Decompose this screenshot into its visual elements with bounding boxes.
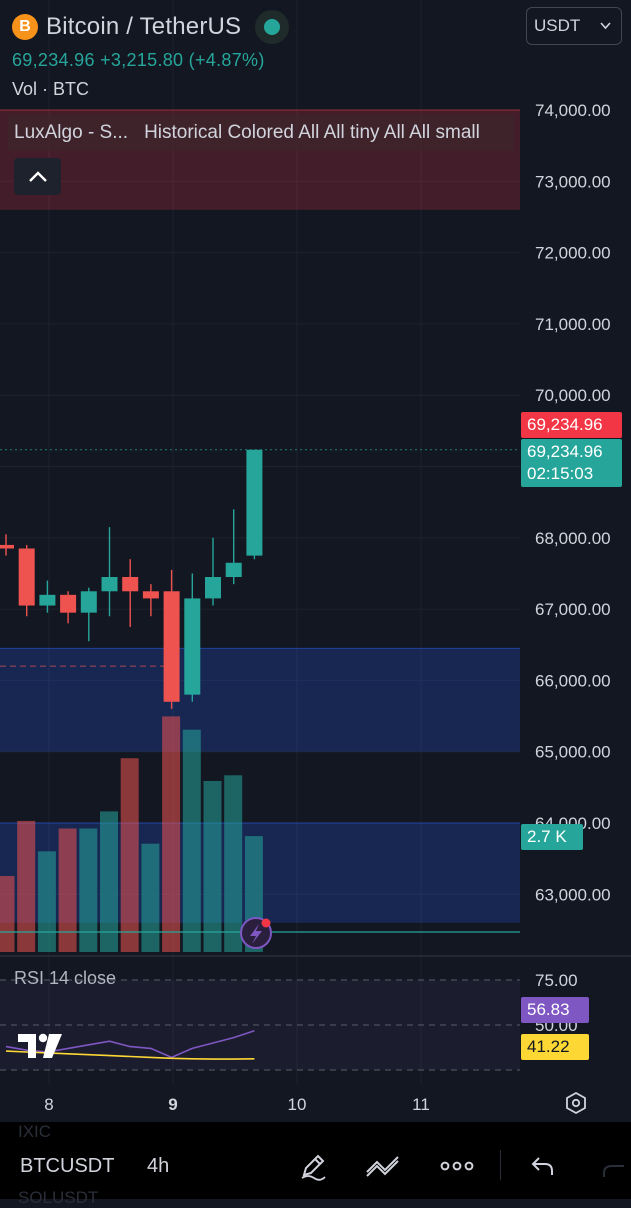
ghost-symbol-bottom: SOLUSDT <box>18 1188 99 1207</box>
ghost-symbol-top: IXIC <box>18 1122 52 1141</box>
live-price-value: 69,234.96 <box>527 442 603 461</box>
price-axis-label: 70,000.00 <box>535 386 611 405</box>
currency-value: USDT <box>534 16 581 35</box>
volume-label[interactable]: Vol · BTC <box>12 79 90 99</box>
price-axis-label: 68,000.00 <box>535 529 611 548</box>
redo-icon <box>597 1150 631 1186</box>
price-axis-label: 66,000.00 <box>535 671 611 690</box>
candle-body <box>142 591 159 599</box>
bitcoin-icon: B <box>12 14 38 40</box>
volume-bar <box>17 820 36 952</box>
last-price: 69,234.96 <box>12 50 95 70</box>
volume-bar <box>162 716 181 952</box>
lightning-icon <box>240 917 272 949</box>
pair-title[interactable]: Bitcoin / TetherUS <box>46 13 242 40</box>
volume-bar <box>0 876 15 952</box>
price-axis-label: 67,000.00 <box>535 600 611 619</box>
price-axis-label: 74,000.00 <box>535 101 611 120</box>
last-close-tag: 69,234.96 <box>521 412 622 438</box>
volume-bar <box>182 729 201 952</box>
volume-tag: 2.7 K <box>521 824 583 850</box>
undo-icon[interactable] <box>525 1148 561 1184</box>
alert-badge <box>261 918 271 928</box>
pencil-icon[interactable] <box>295 1148 331 1184</box>
volume-bar <box>58 828 77 952</box>
more-icon[interactable] <box>439 1148 475 1184</box>
time-axis-label: 11 <box>412 1095 430 1114</box>
bolt <box>250 924 262 944</box>
indicator-name: LuxAlgo - S... <box>14 122 129 143</box>
price-axis-label: 71,000.00 <box>535 315 611 334</box>
price-axis-label: 65,000.00 <box>535 743 611 762</box>
currency-selector[interactable]: USDT <box>526 7 622 45</box>
volume-bar <box>79 828 98 952</box>
indicator-legend[interactable]: LuxAlgo - S... Historical Colored All Al… <box>8 115 514 151</box>
gear-hole <box>571 1098 581 1108</box>
candle-body <box>0 544 14 549</box>
volume-bar <box>224 775 243 952</box>
symbol-button[interactable]: BTCUSDT <box>20 1155 115 1177</box>
candle-body <box>80 591 97 613</box>
volume-bar <box>120 758 139 952</box>
collapse-legend-button[interactable] <box>14 158 61 195</box>
live-price-tag: 69,234.96 02:15:03 <box>521 439 622 487</box>
time-axis-label: 10 <box>288 1095 307 1114</box>
volume-bar <box>37 851 56 952</box>
volume-bar <box>100 811 118 952</box>
price-change: +3,215.80 (+4.87%) <box>100 50 265 70</box>
price-axis-label: 73,000.00 <box>535 172 611 191</box>
candle-body <box>122 577 139 592</box>
time-axis-label: 9 <box>168 1095 177 1114</box>
toolbar-divider <box>500 1150 501 1180</box>
price-axis-label: 72,000.00 <box>535 244 611 263</box>
volume-bar <box>203 781 222 952</box>
candle-body <box>246 449 263 556</box>
candle-body <box>184 598 201 695</box>
candle-body <box>60 594 77 613</box>
timeframe-button[interactable]: 4h <box>147 1155 170 1177</box>
chart-canvas[interactable]: 74,000.00 73,000.00 72,000.00 71,000.00 70,0… <box>0 0 631 1122</box>
price-axis-label: 63,000.00 <box>535 885 611 904</box>
tradingview-logo <box>16 1030 68 1062</box>
settings-icon[interactable] <box>566 1091 586 1115</box>
candle-body <box>101 577 118 592</box>
symbol-header: B Bitcoin / TetherUS 69,234.96 +3,215.80… <box>12 10 290 100</box>
candle-body <box>205 577 221 599</box>
indicator-params: Historical Colored All All tiny All All … <box>144 122 480 143</box>
price-change-row: 69,234.96 +3,215.80 (+4.87%) <box>12 50 289 71</box>
trend-lines-icon[interactable] <box>365 1148 401 1184</box>
gear-hex <box>566 1091 586 1115</box>
volume-bar <box>141 843 160 952</box>
rsi-ma-tag: 41.22 <box>521 1034 589 1060</box>
countdown-value: 02:15:03 <box>527 464 594 483</box>
chevron-up-icon <box>28 170 47 182</box>
candle-body <box>163 591 180 702</box>
rsi-legend[interactable]: RSI 14 close <box>14 968 117 988</box>
candle-body <box>225 562 242 578</box>
candle-body <box>39 594 56 606</box>
chevron-down-icon <box>600 19 611 33</box>
live-dot-icon <box>255 10 290 44</box>
zone-box <box>0 648 520 752</box>
rsi-axis-label: 75.00 <box>535 971 578 990</box>
rsi-tag: 56.83 <box>521 997 589 1023</box>
time-axis-label: 8 <box>44 1095 53 1114</box>
candle-body <box>18 548 35 606</box>
